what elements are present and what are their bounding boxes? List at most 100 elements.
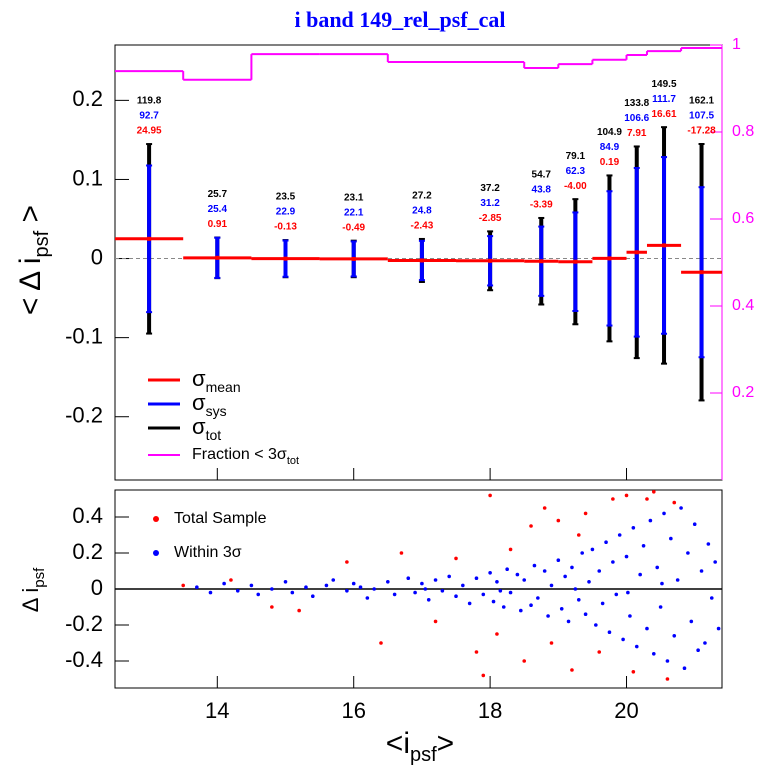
point <box>624 493 629 498</box>
point <box>631 526 636 530</box>
point <box>488 571 492 575</box>
y-tick-label: 0.1 <box>72 165 103 190</box>
point <box>386 580 390 584</box>
mean-marker <box>662 243 667 248</box>
value-label: 22.1 <box>344 207 364 218</box>
point <box>590 547 595 552</box>
y-tick-label: 0 <box>91 244 103 269</box>
point <box>665 659 670 663</box>
value-label: 0.91 <box>208 219 228 230</box>
point <box>324 583 329 588</box>
value-label: 27.2 <box>412 191 432 202</box>
value-label: 23.1 <box>344 192 364 203</box>
point <box>638 572 642 577</box>
value-label: -0.13 <box>274 222 297 233</box>
point <box>522 659 527 663</box>
point <box>331 578 336 582</box>
point <box>549 583 554 588</box>
point <box>686 551 690 555</box>
point <box>709 596 714 600</box>
point <box>556 518 561 523</box>
mean-marker <box>283 256 288 261</box>
value-label: 133.8 <box>624 98 649 109</box>
y-tick-label: 0.2 <box>72 539 103 564</box>
point <box>587 580 591 584</box>
x-tick-label: 16 <box>341 698 365 723</box>
subscript: tot <box>206 427 222 443</box>
value-label: 104.9 <box>597 127 622 138</box>
point <box>495 632 499 636</box>
point <box>508 590 513 595</box>
text-part: Fraction < 3σ <box>192 446 287 463</box>
y2-tick-label: 1 <box>732 36 741 53</box>
value-label: 7.91 <box>627 128 647 139</box>
point <box>461 583 465 588</box>
point <box>645 626 649 631</box>
point <box>399 551 404 555</box>
y2-tick-label: 0.8 <box>732 123 754 140</box>
text-part: σ <box>192 414 206 439</box>
y2-tick-label: 0.6 <box>732 210 754 227</box>
point <box>658 605 663 609</box>
mean-marker <box>699 270 704 275</box>
value-label: 43.8 <box>532 185 552 196</box>
value-label: 37.2 <box>480 183 500 194</box>
point <box>546 614 550 618</box>
point <box>365 596 370 600</box>
point <box>270 587 274 591</box>
point <box>594 623 598 627</box>
legend-label: σmean <box>192 366 241 395</box>
value-label: 106.6 <box>624 113 649 124</box>
point <box>597 569 602 573</box>
y-tick-label: -0.1 <box>65 323 103 348</box>
legend-label: σtot <box>192 414 221 443</box>
mean-marker <box>351 256 356 261</box>
point <box>481 673 486 678</box>
point <box>488 493 492 498</box>
point <box>270 605 274 609</box>
value-label: -2.85 <box>479 213 502 224</box>
mean-marker <box>147 236 152 241</box>
point <box>607 630 612 634</box>
point <box>611 497 615 501</box>
point <box>256 592 261 597</box>
point <box>345 589 349 593</box>
point <box>519 608 523 613</box>
point <box>351 581 356 586</box>
point <box>689 619 694 624</box>
point <box>522 578 527 582</box>
mean-marker <box>215 255 220 260</box>
point <box>716 626 721 631</box>
value-label: 111.7 <box>652 94 676 105</box>
value-label: 149.5 <box>652 79 677 90</box>
mean-marker <box>419 258 424 263</box>
point <box>600 601 605 606</box>
point <box>563 574 567 579</box>
value-label: 119.8 <box>137 96 162 107</box>
value-label: -4.00 <box>564 181 587 192</box>
point <box>413 590 417 595</box>
point <box>645 497 649 501</box>
mean-marker <box>539 259 544 264</box>
point <box>498 589 503 593</box>
point <box>372 587 376 591</box>
point <box>501 605 506 609</box>
y-tick-label: 0 <box>91 575 103 600</box>
value-label: 79.1 <box>566 151 586 162</box>
y-axis-title: Δ ipsf <box>18 567 49 612</box>
point <box>617 533 622 537</box>
point <box>433 578 438 582</box>
point <box>651 490 656 494</box>
point <box>420 581 424 586</box>
value-label: 0.19 <box>600 157 620 168</box>
point <box>665 677 670 681</box>
value-label: 23.5 <box>276 192 296 203</box>
subscript: tot <box>287 455 299 467</box>
mean-marker <box>607 256 612 261</box>
point <box>304 585 308 589</box>
x-tick-label: 14 <box>205 698 229 723</box>
value-label: -17.28 <box>687 126 716 137</box>
point <box>505 567 509 571</box>
point <box>651 652 656 656</box>
